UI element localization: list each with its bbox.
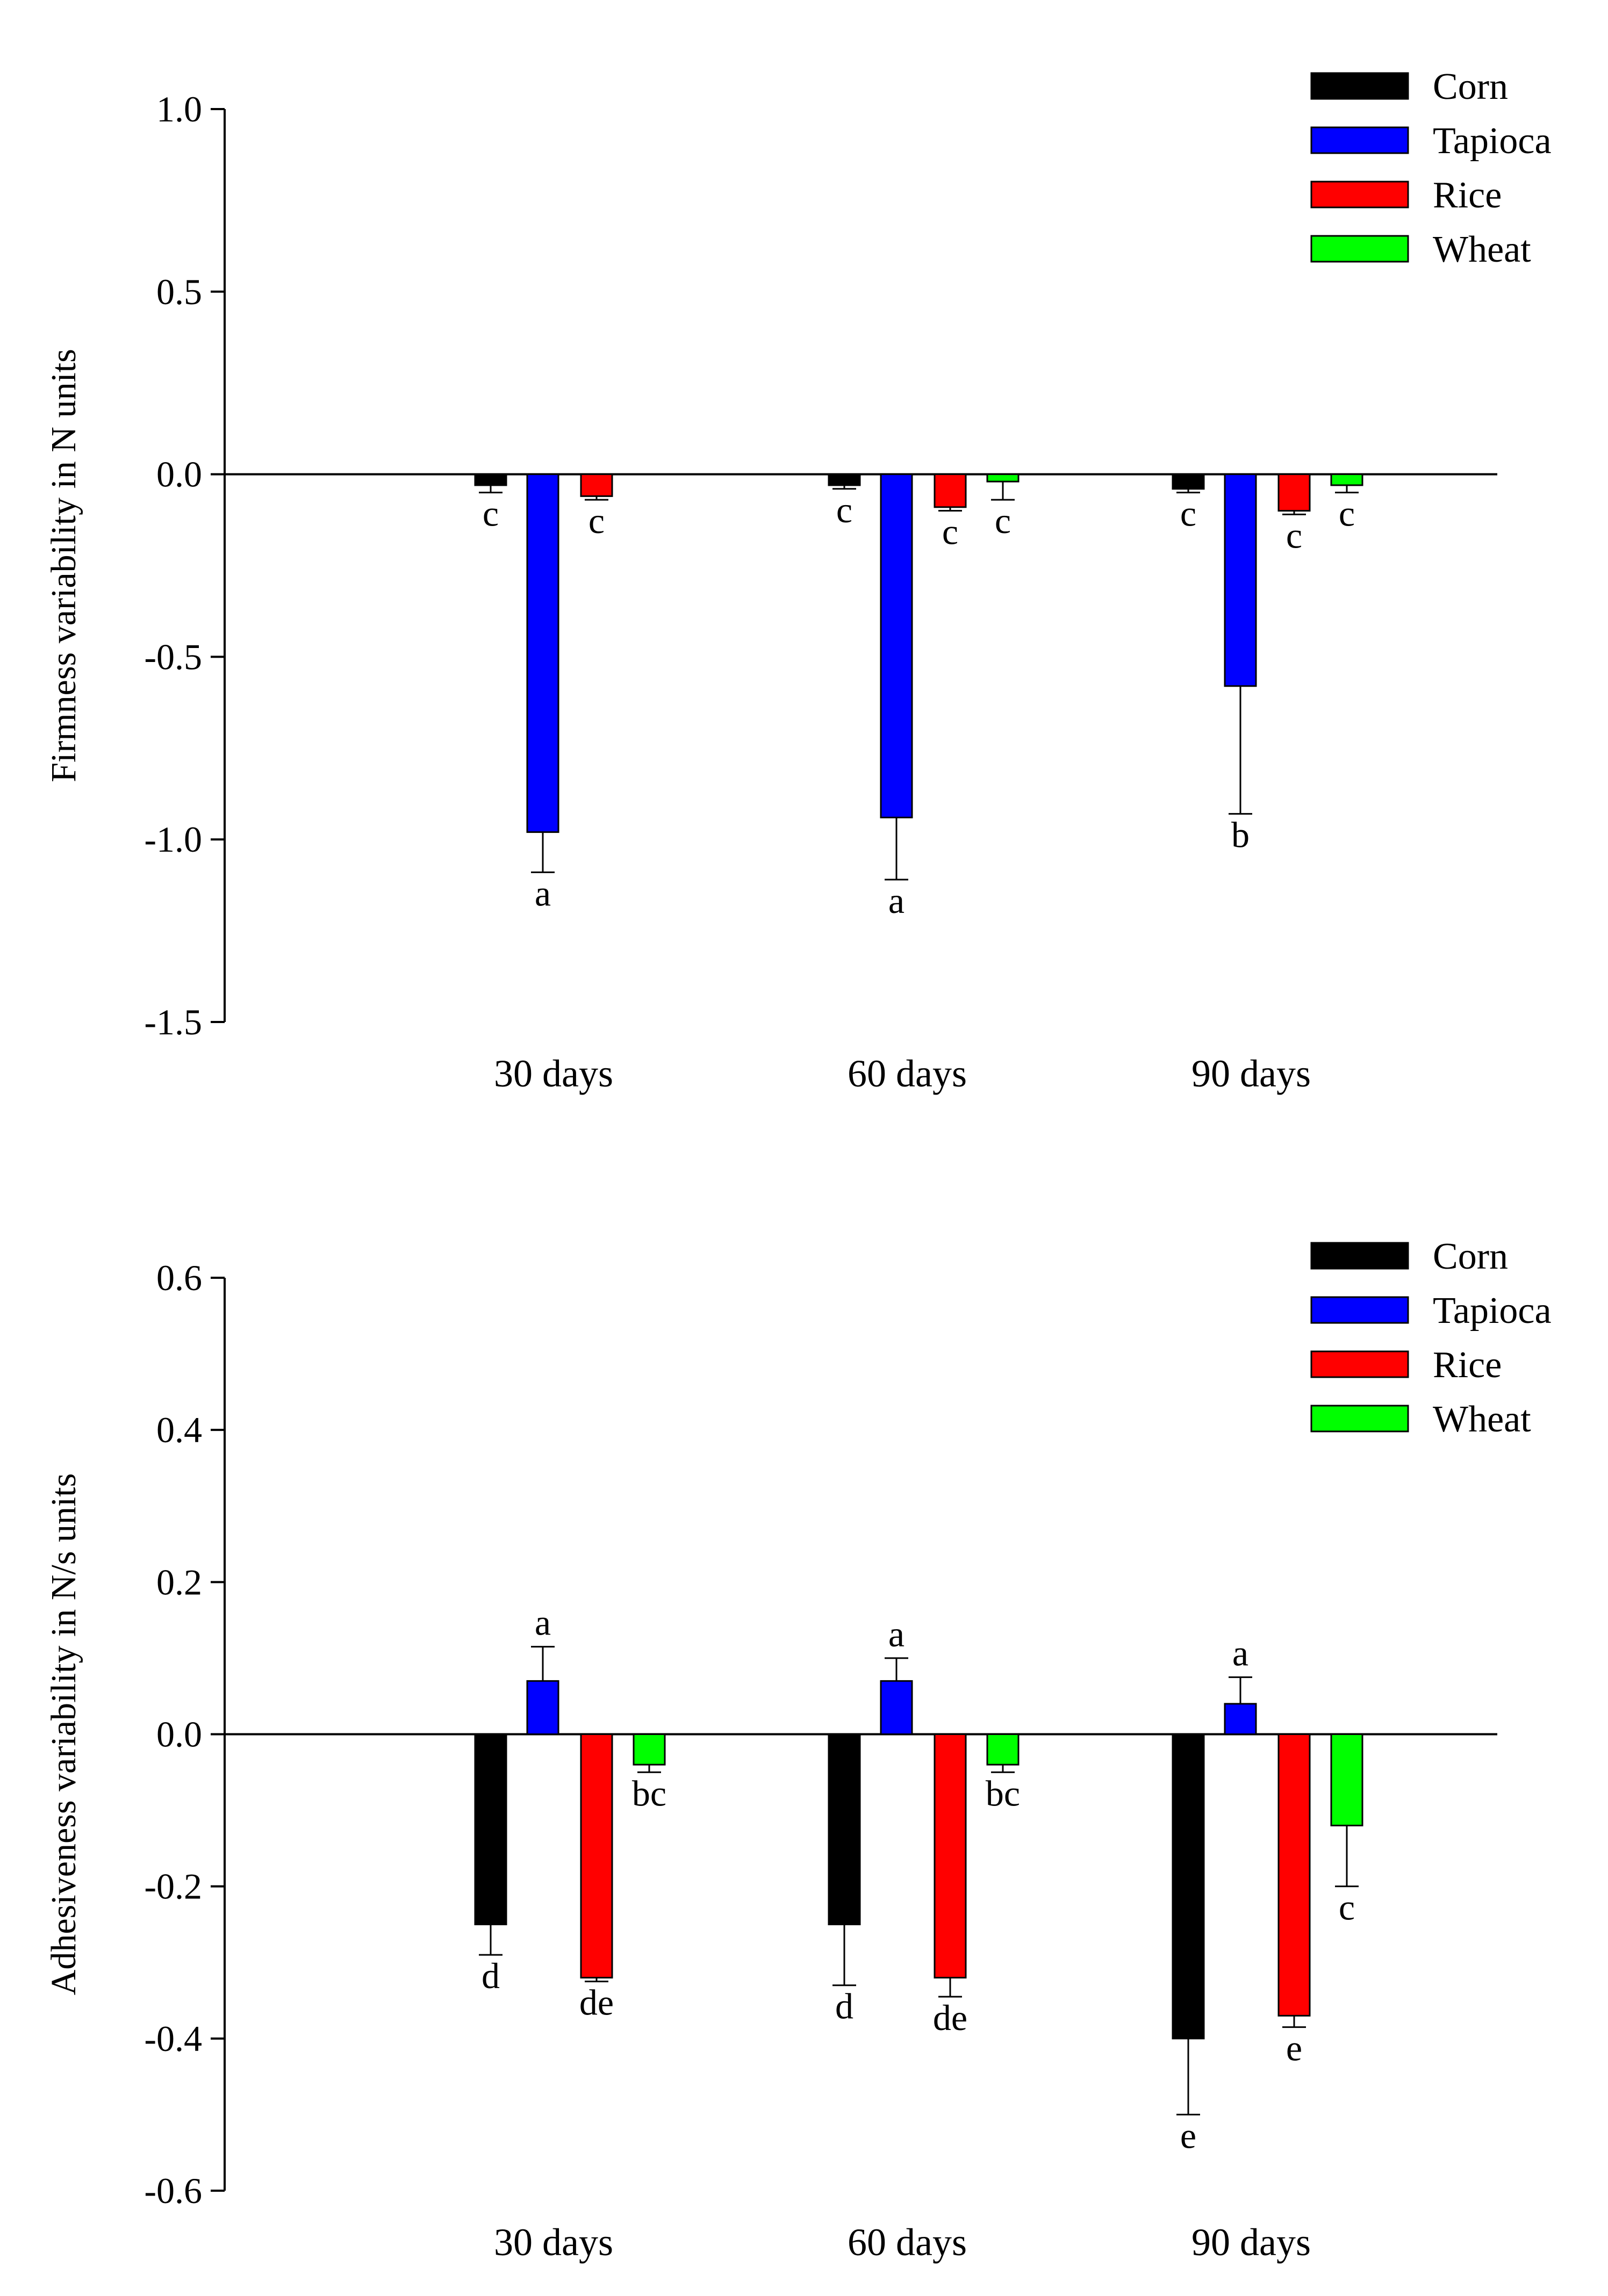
bar-corn: [828, 473, 861, 486]
y-tick-label: 0.5: [156, 271, 202, 312]
bar-tapioca: [1224, 473, 1257, 687]
legend: Corn Tapioca Rice Wheat: [1310, 1236, 1552, 1440]
legend-swatch-rice: [1310, 1350, 1409, 1378]
bar-corn: [1172, 1733, 1205, 2040]
bar-wheat: [986, 473, 1020, 483]
legend-label: Wheat: [1433, 229, 1531, 270]
legend-swatch-rice: [1310, 181, 1409, 208]
significance-letter: c: [942, 512, 958, 552]
chart-panel-2: 0.6 0.4 0.2 0.0 -0.2 -0.4 -0.6 Adhesiveness var…: [44, 1236, 1552, 2264]
y-tick-label: -0.6: [144, 2170, 202, 2211]
legend-swatch-corn: [1310, 1242, 1409, 1270]
bar-tapioca: [526, 1680, 559, 1735]
significance-letter: e: [1286, 2028, 1302, 2069]
bar-wheat: [986, 1733, 1020, 1766]
legend-swatch-corn: [1310, 72, 1409, 100]
significance-letter: c: [836, 490, 852, 530]
legend-label: Corn: [1433, 66, 1508, 107]
significance-letter: c: [1339, 1887, 1355, 1928]
legend-swatch-tapioca: [1310, 1296, 1409, 1324]
significance-letter: c: [995, 500, 1011, 541]
significance-letter: a: [888, 880, 905, 921]
y-tick-label: -1.0: [144, 819, 202, 860]
category-label: 30 days: [494, 1052, 613, 1095]
significance-letter: e: [1180, 2115, 1196, 2156]
bar-tapioca: [526, 473, 559, 833]
significance-letter: de: [933, 1997, 967, 2038]
y-tick-label: -0.2: [144, 1866, 202, 1907]
legend-label: Tapioca: [1433, 1290, 1552, 1331]
significance-letter: b: [1231, 815, 1250, 855]
y-tick-label: 0.6: [156, 1257, 202, 1298]
y-axis-label: Adhesiveness variability in N/s units: [44, 1473, 83, 1996]
significance-letter: c: [1180, 493, 1196, 534]
legend-swatch-wheat: [1310, 235, 1409, 263]
bar-tapioca: [1224, 1703, 1257, 1736]
y-tick-label: -0.4: [144, 2018, 202, 2059]
bar-rice: [580, 1733, 613, 1979]
bar-corn: [474, 473, 507, 486]
significance-letter: c: [1339, 493, 1355, 534]
bar-rice: [1277, 473, 1311, 512]
bar-rice: [580, 473, 613, 497]
y-tick-label: -1.5: [144, 1002, 202, 1042]
legend: Corn Tapioca Rice Wheat: [1310, 66, 1552, 270]
chart-panel-1: 1.0 0.5 0.0 -0.5 -1.0 -1.5 Firmness variabilit…: [44, 66, 1552, 1095]
significance-letter: d: [835, 1986, 853, 2027]
y-tick-label: -0.5: [144, 636, 202, 677]
y-tick-label: 0.2: [156, 1561, 202, 1602]
bar-corn: [1172, 473, 1205, 490]
bar-wheat: [1330, 1733, 1363, 1826]
significance-letter: a: [888, 1614, 905, 1654]
significance-letter: d: [482, 1955, 500, 1996]
legend-label: Rice: [1433, 1344, 1502, 1386]
significance-letter: a: [1232, 1632, 1248, 1673]
y-axis-label: Firmness variability in N units: [44, 349, 83, 782]
bar-rice: [934, 1733, 967, 1979]
y-tick-label: 0.0: [156, 454, 202, 495]
y-tick-label: 0.0: [156, 1714, 202, 1755]
category-label: 30 days: [494, 2221, 613, 2264]
legend-swatch-wheat: [1310, 1405, 1409, 1433]
category-label: 60 days: [848, 1052, 967, 1095]
significance-letter: de: [579, 1982, 614, 2023]
significance-letter: a: [535, 873, 551, 913]
legend-swatch-tapioca: [1310, 126, 1409, 154]
bar-tapioca: [880, 1680, 913, 1735]
legend-label: Rice: [1433, 175, 1502, 216]
bar-rice: [934, 473, 967, 508]
significance-letter: c: [1286, 515, 1302, 556]
significance-letter: c: [588, 500, 605, 541]
legend-label: Tapioca: [1433, 120, 1552, 162]
category-label: 60 days: [848, 2221, 967, 2264]
significance-letter: bc: [632, 1773, 666, 1813]
bar-tapioca: [880, 473, 913, 818]
y-tick-label: 1.0: [156, 89, 202, 129]
y-tick-label: 0.4: [156, 1409, 202, 1450]
significance-letter: a: [535, 1602, 551, 1643]
significance-letter: bc: [986, 1773, 1020, 1813]
bar-wheat: [1330, 473, 1363, 486]
bar-wheat: [633, 1733, 666, 1766]
legend-label: Wheat: [1433, 1399, 1531, 1440]
significance-letter: c: [483, 493, 499, 534]
bar-corn: [828, 1733, 861, 1925]
category-label: 90 days: [1191, 1052, 1311, 1095]
category-label: 90 days: [1191, 2221, 1311, 2264]
bar-rice: [1277, 1733, 1311, 2017]
legend-label: Corn: [1433, 1236, 1508, 1277]
bar-corn: [474, 1733, 507, 1925]
